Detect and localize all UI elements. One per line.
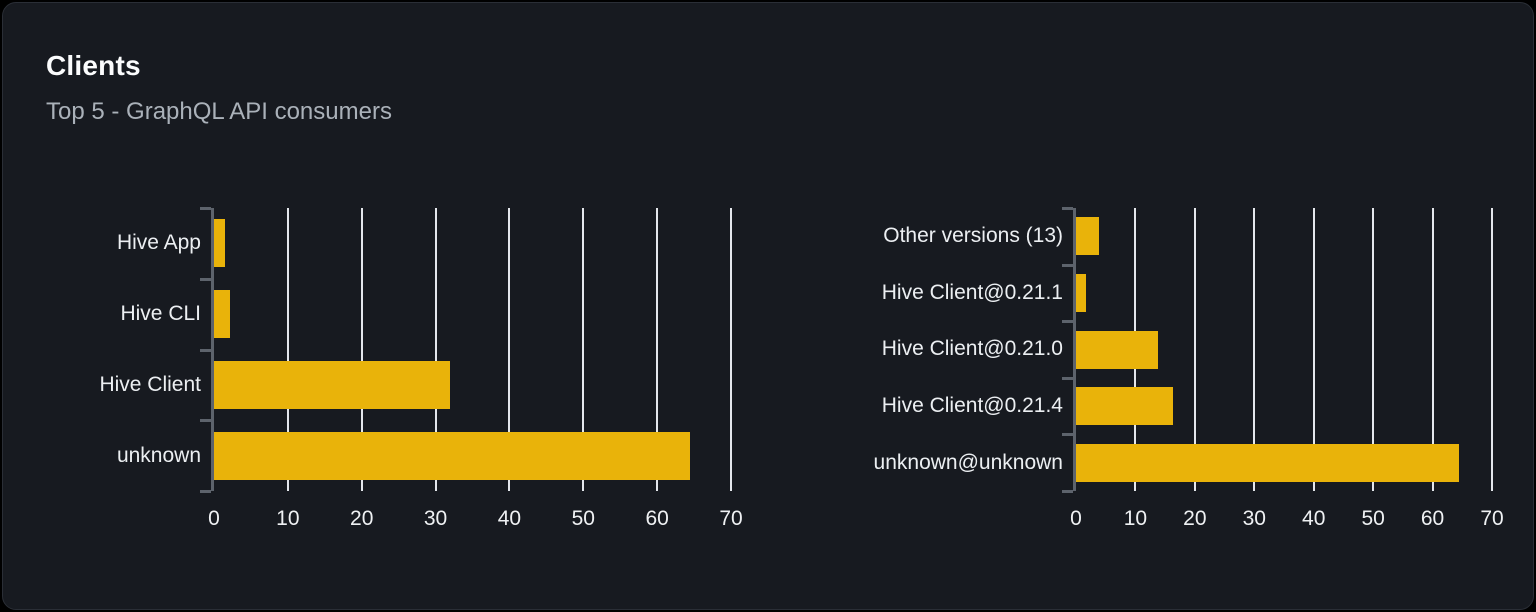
bar[interactable] xyxy=(1076,273,1086,312)
category-label: unknown@unknown xyxy=(873,450,1063,474)
x-tick-label: 10 xyxy=(1123,507,1148,530)
category-label: Other versions (13) xyxy=(883,224,1063,248)
gridline xyxy=(1431,208,1434,491)
bar[interactable] xyxy=(1076,387,1173,426)
axis-tick xyxy=(1062,377,1073,380)
axis-tick xyxy=(200,278,211,281)
y-axis-line xyxy=(1073,208,1076,491)
bar[interactable] xyxy=(214,219,226,268)
gridline xyxy=(360,208,363,491)
x-tick-label: 40 xyxy=(497,507,522,530)
x-tick-label: 20 xyxy=(350,507,374,530)
gridline xyxy=(1372,208,1375,491)
gridline xyxy=(730,208,732,491)
axis-tick xyxy=(1062,320,1073,323)
gridline xyxy=(286,208,289,491)
axis-tick xyxy=(200,490,211,493)
axis-tick xyxy=(200,349,211,352)
x-tick-label: 0 xyxy=(208,507,220,530)
x-tick-label: 0 xyxy=(1070,507,1082,530)
x-tick-label: 20 xyxy=(1183,507,1207,530)
gridline xyxy=(1312,208,1315,491)
category-label: Hive App xyxy=(116,231,201,255)
x-tick-label: 70 xyxy=(719,507,743,530)
bar[interactable] xyxy=(214,290,231,339)
category-label: Hive Client@0.21.1 xyxy=(881,280,1063,304)
axis-tick xyxy=(1062,264,1073,267)
gridline xyxy=(434,208,437,491)
category-label: Hive Client@0.21.4 xyxy=(881,394,1063,418)
bar[interactable] xyxy=(1076,330,1158,369)
bar[interactable] xyxy=(214,431,690,480)
clients-by-name-chart: Hive App Hive CLI Hive Client unknown 0 10 20 3… xyxy=(41,207,781,548)
x-tick-label: 60 xyxy=(1420,507,1445,530)
clients-by-version-chart: Other versions (13) Hive Client@0.21.1 Hiv… xyxy=(811,207,1535,548)
x-tick-label: 70 xyxy=(1480,507,1504,530)
x-tick-label: 10 xyxy=(276,507,300,530)
category-label: Hive Client@0.21.0 xyxy=(881,337,1063,361)
gridline xyxy=(508,208,511,491)
gridline xyxy=(1491,208,1493,491)
axis-tick xyxy=(200,207,211,210)
x-tick-label: 30 xyxy=(1242,507,1266,530)
axis-tick xyxy=(200,419,211,422)
x-tick-label: 60 xyxy=(645,507,669,530)
page-subtitle: Top 5 - GraphQL API consumers xyxy=(46,98,392,125)
bar[interactable] xyxy=(214,360,450,409)
x-tick-label: 50 xyxy=(1361,507,1385,530)
page-title: Clients xyxy=(46,50,141,81)
x-tick-label: 30 xyxy=(423,507,448,530)
category-label: unknown xyxy=(116,443,201,467)
gridline xyxy=(582,208,585,491)
gridline xyxy=(656,208,659,491)
y-axis-line xyxy=(211,208,214,491)
axis-tick xyxy=(1062,207,1073,210)
bar[interactable] xyxy=(1076,217,1099,256)
axis-tick xyxy=(1062,490,1073,493)
gridline xyxy=(1253,208,1256,491)
category-label: Hive Client xyxy=(99,372,201,396)
x-tick-label: 40 xyxy=(1302,507,1326,530)
gridline xyxy=(1193,208,1196,491)
category-label: Hive CLI xyxy=(120,302,201,326)
bar[interactable] xyxy=(1076,443,1460,482)
x-tick-label: 50 xyxy=(571,507,595,530)
axis-tick xyxy=(1062,433,1073,436)
